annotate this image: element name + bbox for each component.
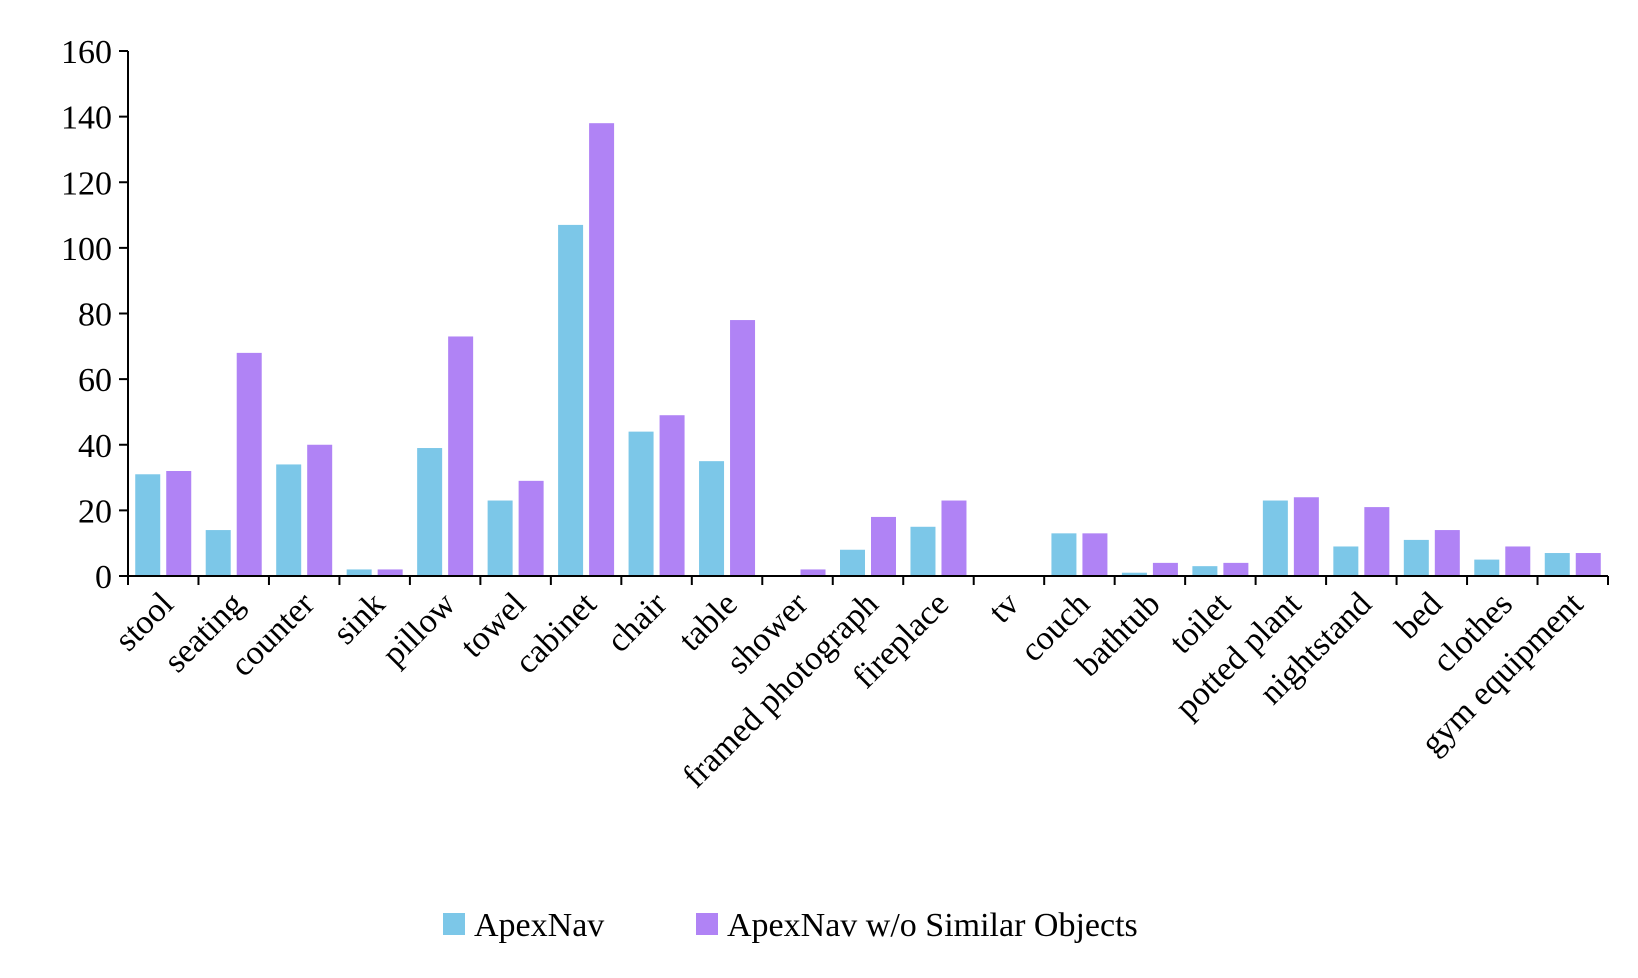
bar-apexnav-sink [346, 569, 372, 576]
axes-group [127, 51, 1608, 577]
bar-apexnav-bed [1403, 539, 1429, 576]
bar-apexnav-stool [135, 474, 161, 576]
bar-apexnav-wo-similar-cabinet [589, 123, 615, 576]
legend-label-apexnav: ApexNav [474, 907, 604, 944]
y-tick-label: 140 [61, 100, 112, 137]
y-tick-label: 20 [78, 493, 112, 530]
legend-swatch-apexnav [443, 913, 465, 935]
x-category-label: chair [600, 585, 675, 660]
bar-apexnav-wo-similar-gym-equipment [1575, 553, 1601, 576]
bar-apexnav-wo-similar-clothes [1505, 546, 1531, 576]
legend-swatch-apexnav-wo-similar [696, 913, 718, 935]
bar-apexnav-wo-similar-chair [659, 415, 685, 576]
bar-apexnav-seating [205, 530, 231, 576]
x-category-label: pillow [375, 585, 463, 673]
y-tick-label: 80 [78, 297, 112, 334]
x-category-label: cabinet [508, 585, 604, 681]
bar-apexnav-wo-similar-framed-photograph [871, 516, 896, 576]
bar-apexnav-chair [628, 431, 654, 576]
bar-apexnav-wo-similar-bathtub [1152, 562, 1178, 576]
y-ticks-group: 0 20 40 60 80 100 120 140 160 [61, 34, 1609, 596]
bar-apexnav-clothes [1474, 559, 1500, 576]
bar-apexnav-wo-similar-pillow [448, 336, 474, 576]
y-tick-label: 160 [61, 34, 112, 71]
y-tick-label: 100 [61, 231, 112, 268]
bar-apexnav-wo-similar-bed [1434, 530, 1460, 576]
bar-apexnav-toilet [1192, 566, 1218, 576]
bar-apexnav-table [699, 461, 725, 576]
x-category-label: bed [1389, 585, 1450, 646]
bar-apexnav-wo-similar-potted-plant [1293, 497, 1319, 576]
bar-apexnav-wo-similar-couch [1082, 533, 1108, 576]
bar-apexnav-cabinet [558, 224, 584, 576]
bar-apexnav-framed-photograph [840, 549, 865, 576]
y-tick-label: 60 [78, 362, 112, 399]
bar-apexnav-wo-similar-seating [236, 352, 262, 576]
legend: ApexNav ApexNav w/o Similar Objects [443, 907, 1138, 944]
bar-apexnav-couch [1051, 533, 1077, 576]
bar-apexnav-nightstand [1333, 546, 1359, 576]
legend-label-apexnav-wo-similar: ApexNav w/o Similar Objects [727, 907, 1138, 944]
bars-group [135, 123, 1601, 576]
bar-apexnav-wo-similar-toilet [1223, 562, 1249, 576]
bar-apexnav-wo-similar-counter [307, 444, 333, 576]
bar-apexnav-potted-plant [1262, 500, 1288, 576]
y-tick-label: 120 [61, 165, 112, 202]
bar-apexnav-towel [487, 500, 513, 576]
bar-apexnav-gym-equipment [1544, 553, 1570, 576]
bar-apexnav-wo-similar-table [730, 320, 756, 576]
bar-apexnav-fireplace [910, 526, 936, 576]
bar-apexnav-pillow [417, 448, 443, 576]
bar-apexnav-wo-similar-shower [800, 569, 826, 576]
x-category-label: tv [982, 585, 1027, 630]
bar-apexnav-wo-similar-fireplace [941, 500, 967, 576]
bar-apexnav-counter [276, 464, 302, 576]
bar-apexnav-wo-similar-stool [166, 471, 192, 576]
y-tick-label: 0 [95, 559, 112, 596]
bar-apexnav-bathtub [1121, 572, 1147, 576]
bar-apexnav-wo-similar-towel [518, 480, 544, 576]
bar-apexnav-wo-similar-nightstand [1364, 507, 1390, 576]
y-tick-label: 40 [78, 428, 112, 465]
bar-apexnav-wo-similar-sink [377, 569, 403, 576]
